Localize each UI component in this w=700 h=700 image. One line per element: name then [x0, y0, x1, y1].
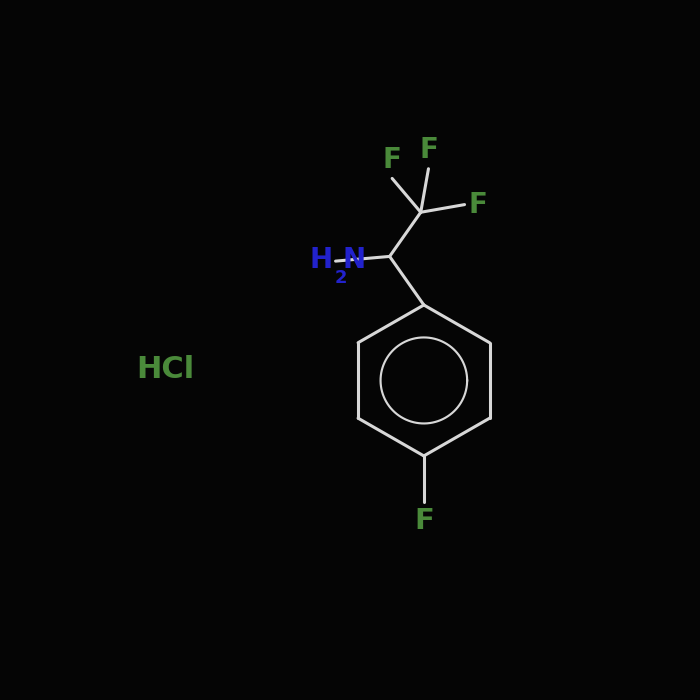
Text: N: N [342, 246, 365, 274]
Text: F: F [469, 190, 488, 218]
Text: 2: 2 [335, 269, 347, 287]
Text: F: F [383, 146, 402, 174]
Text: F: F [419, 136, 438, 164]
Text: H: H [309, 246, 333, 274]
Text: HCl: HCl [136, 355, 195, 384]
Text: F: F [414, 507, 434, 535]
